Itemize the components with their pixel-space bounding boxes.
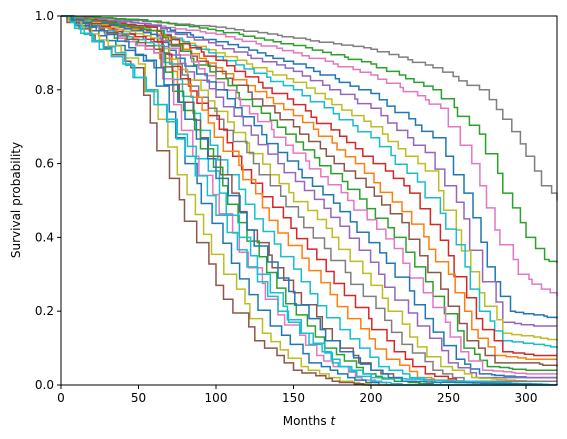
survival-curve-3: [61, 15, 558, 297]
x-tick-label-150: 150: [282, 391, 305, 405]
survival-curve-27: [61, 15, 558, 386]
survival-curve-15: [61, 15, 557, 383]
x-axis-label-text: Months: [283, 414, 331, 428]
survival-curve-5: [61, 15, 557, 327]
survival-curve-8: [61, 15, 557, 357]
survival-curve-28: [61, 15, 558, 386]
y-tick-label-0.2: 0.2: [35, 304, 54, 318]
survival-curve-1: [61, 15, 558, 201]
x-tick-label-50: 50: [131, 391, 146, 405]
y-tick-label-0.8: 0.8: [35, 83, 54, 97]
y-tick-label-0.6: 0.6: [35, 157, 54, 171]
x-tick-label-300: 300: [515, 391, 538, 405]
plot-frame: [60, 15, 558, 386]
survival-curve-21: [61, 15, 557, 386]
x-tick-label-100: 100: [205, 391, 228, 405]
x-tick-label-0: 0: [57, 391, 65, 405]
y-tick-label-0.4: 0.4: [35, 230, 54, 244]
y-tick-label-0: 0.0: [35, 378, 54, 392]
survival-curve-13: [61, 15, 557, 379]
y-axis-label: Survival probability: [9, 142, 23, 258]
y-tick-label-1: 1.0: [35, 9, 54, 23]
survival-curve-11: [61, 15, 557, 371]
x-axis-label-variable: t: [330, 414, 336, 428]
x-tick-label-200: 200: [360, 391, 383, 405]
survival-curve-2: [61, 15, 558, 264]
x-tick-label-250: 250: [437, 391, 460, 405]
axis-ticks: 0 50 100 150 200 250 300 0.0 0.2 0.4 0.6 0.8 1.0: [35, 9, 538, 405]
x-axis-label: Months t: [283, 414, 337, 428]
